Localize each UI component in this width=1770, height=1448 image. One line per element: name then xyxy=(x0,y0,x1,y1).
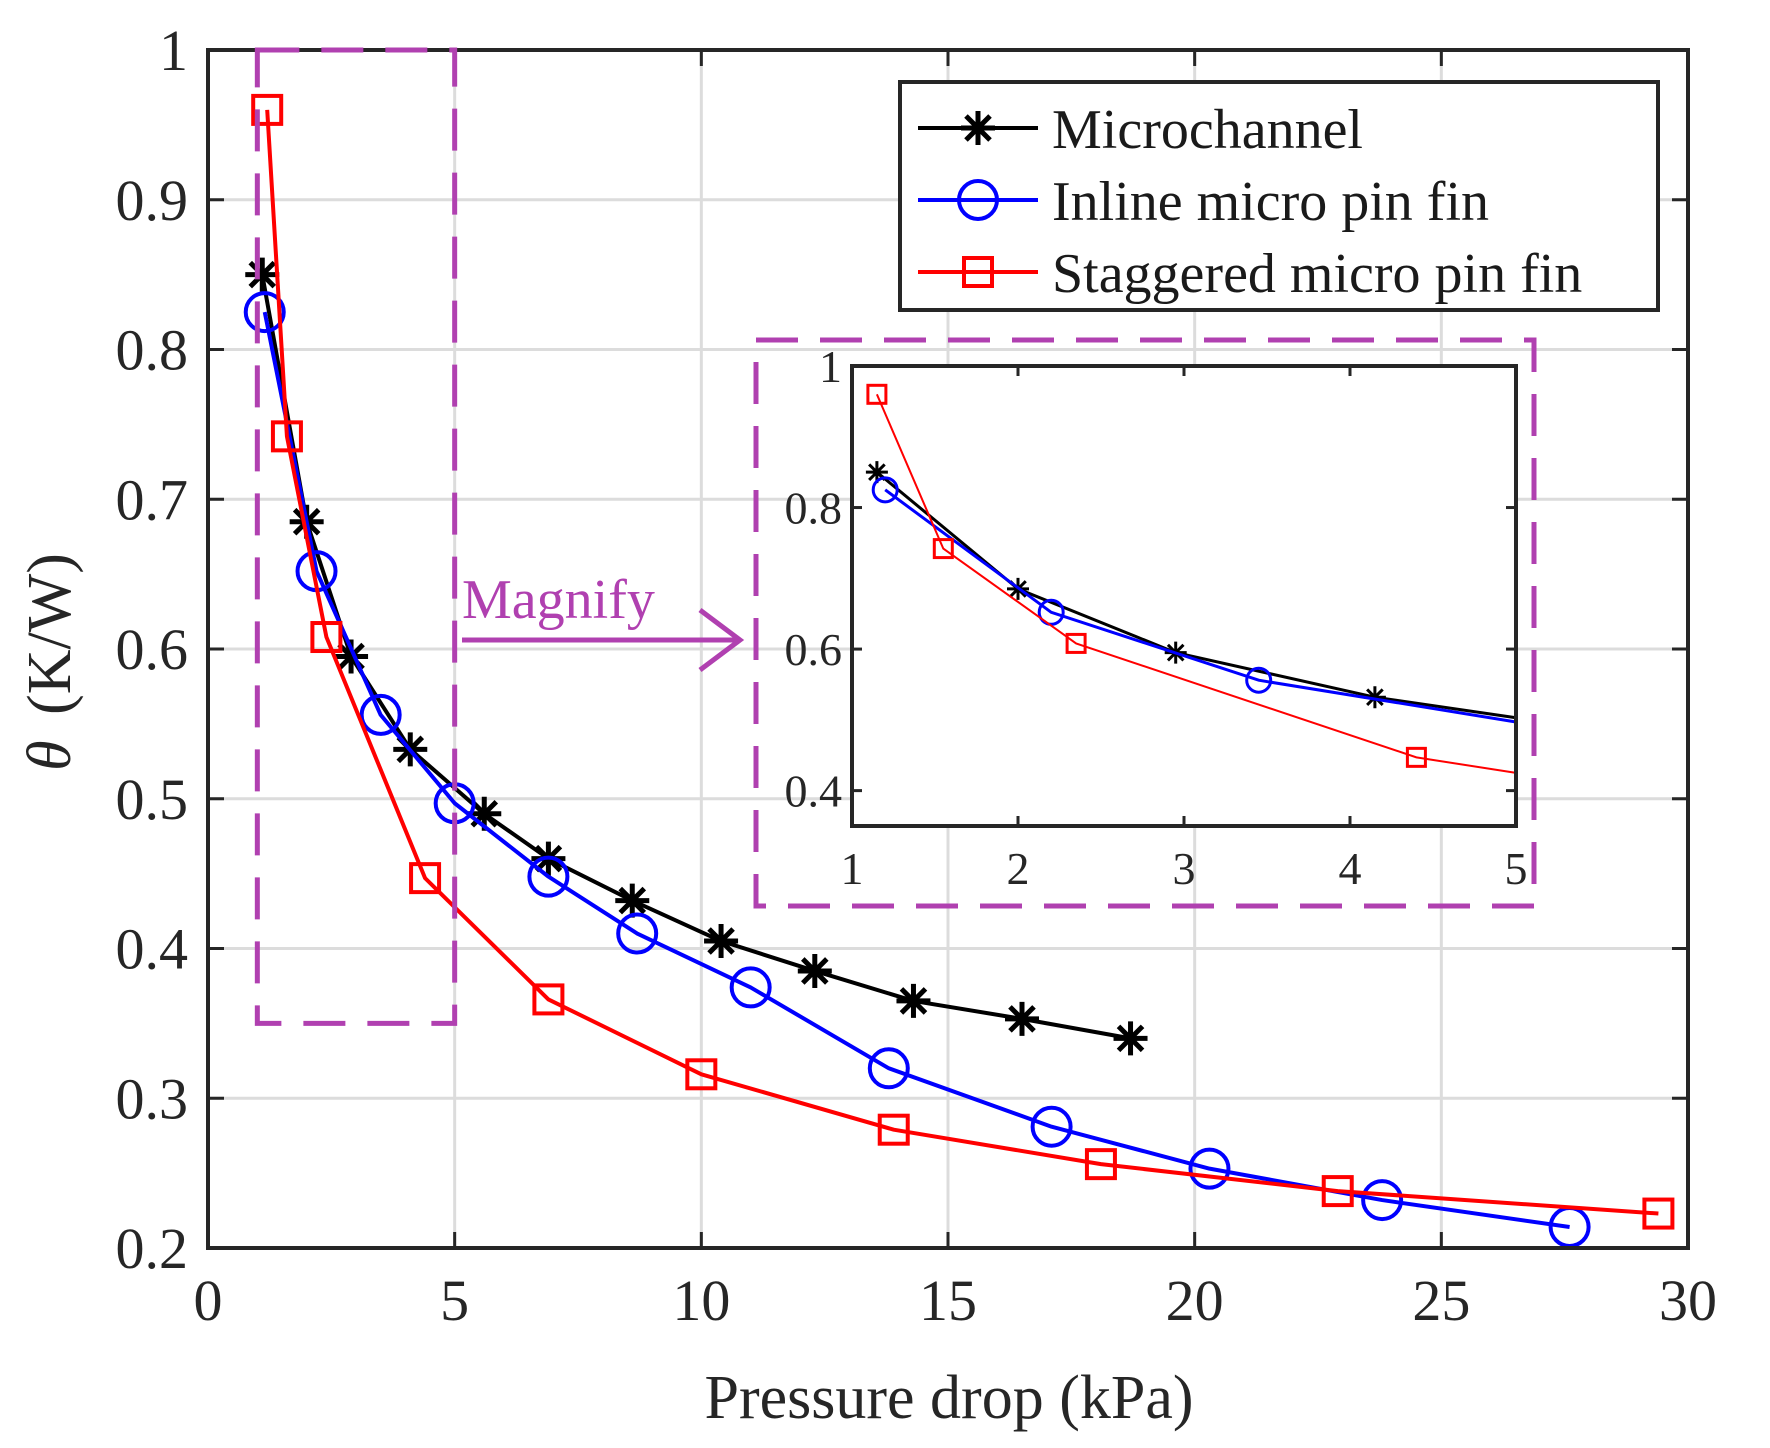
point-microchannel-10 xyxy=(1005,1001,1039,1036)
main-y-tick-label-8: 1 xyxy=(159,18,188,83)
point-inline-micro-pin-fin-10 xyxy=(1361,1179,1404,1222)
point-staggered-micro-pin-fin-9 xyxy=(1642,1197,1675,1230)
point-staggered-micro-pin-fin-6 xyxy=(877,1113,910,1146)
main-y-tick-label-6: 0.8 xyxy=(116,318,189,383)
inset-background xyxy=(852,366,1516,826)
legend-marker-microchannel xyxy=(961,111,995,145)
main-y-tick-label-2: 0.4 xyxy=(116,917,189,982)
inset-series-staggered-micro-pin-fin xyxy=(866,383,1517,774)
point-staggered-micro-pin-fin-2 xyxy=(310,621,343,654)
point-inline-micro-pin-fin-9 xyxy=(1188,1147,1231,1190)
main-x-tick-label-2: 10 xyxy=(672,1268,730,1333)
main-y-tick-label-7: 0.9 xyxy=(116,168,189,233)
series-line-inline-micro-pin-fin xyxy=(262,311,1570,1230)
series-inline-micro-pin-fin xyxy=(243,291,1591,1249)
main-x-tick-label-6: 30 xyxy=(1659,1268,1717,1333)
point-microchannel-6 xyxy=(615,883,650,918)
inset-line-staggered-micro-pin-fin xyxy=(875,393,1517,774)
point-microchannel-11 xyxy=(1113,1021,1148,1056)
point-staggered-micro-pin-fin-7 xyxy=(1084,1148,1117,1181)
legend-label-staggered-micro-pin-fin: Staggered micro pin fin xyxy=(1052,243,1582,305)
main-y-tick-label-0: 0.2 xyxy=(116,1216,189,1281)
legend-entry-inline-micro-pin-fin: Inline micro pin fin xyxy=(918,171,1489,233)
point-microchannel-0 xyxy=(245,257,280,292)
main-series-group xyxy=(243,93,1675,1249)
series-line-staggered-micro-pin-fin xyxy=(265,109,1659,1216)
point-microchannel-9 xyxy=(896,983,931,1018)
point-inline-micro-pin-fin-5 xyxy=(616,912,659,955)
point-microchannel-7 xyxy=(704,924,739,959)
main-y-tick-label-5: 0.7 xyxy=(116,467,189,532)
inset-x-tick-label-3: 4 xyxy=(1339,843,1362,894)
inset-point-inline-micro-pin-fin-0 xyxy=(871,476,899,504)
point-inline-micro-pin-fin-6 xyxy=(729,966,772,1009)
main-x-tick-label-1: 5 xyxy=(440,1268,469,1333)
point-inline-micro-pin-fin-2 xyxy=(359,693,402,736)
inset-x-tick-label-1: 2 xyxy=(1007,843,1030,894)
inset-line-inline-micro-pin-fin xyxy=(884,488,1517,724)
legend: Microchannel Inline micro pin fin Staggere… xyxy=(898,80,1660,312)
inset-series-group xyxy=(852,366,1517,826)
legend-marker-inline-micro-pin-fin xyxy=(957,179,999,221)
inset-point-inline-micro-pin-fin-1 xyxy=(1037,598,1065,626)
series-staggered-micro-pin-fin xyxy=(251,93,1675,1230)
inset-point-inline-micro-pin-fin-2 xyxy=(1245,666,1273,694)
inset-x-tick-label-2: 3 xyxy=(1173,843,1196,894)
point-staggered-micro-pin-fin-3 xyxy=(409,862,442,895)
main-x-tick-label-4: 20 xyxy=(1166,1268,1224,1333)
inset-point-microchannel-3 xyxy=(1363,686,1386,709)
point-staggered-micro-pin-fin-1 xyxy=(270,420,303,453)
point-inline-micro-pin-fin-0 xyxy=(243,291,286,334)
main-x-tick-label-5: 25 xyxy=(1412,1268,1470,1333)
legend-label-inline-micro-pin-fin: Inline micro pin fin xyxy=(1052,171,1489,233)
y-axis-label-unit: (K/W) xyxy=(16,553,84,715)
legend-entry-microchannel: Microchannel xyxy=(918,99,1363,161)
inset-axis-ticks: 1 2 3 4 5 0.4 0.6 0.8 1 xyxy=(785,341,1528,894)
inset-point-staggered-micro-pin-fin-1 xyxy=(932,538,954,560)
inset-point-staggered-micro-pin-fin-2 xyxy=(1065,632,1087,654)
main-y-tick-label-4: 0.6 xyxy=(116,617,189,682)
point-staggered-micro-pin-fin-8 xyxy=(1321,1175,1354,1208)
inset-point-staggered-micro-pin-fin-0 xyxy=(866,383,888,405)
point-inline-micro-pin-fin-4 xyxy=(527,855,570,898)
inset-y-tick-label-2: 0.8 xyxy=(785,483,843,534)
point-microchannel-4 xyxy=(467,796,502,831)
y-axis-label-symbol: θ xyxy=(16,740,84,770)
x-axis-label: Pressure drop (kPa) xyxy=(704,1364,1193,1432)
main-y-tick-label-3: 0.5 xyxy=(116,767,189,832)
inset-y-tick-label-3: 1 xyxy=(819,341,842,392)
legend-entry-staggered-micro-pin-fin: Staggered micro pin fin xyxy=(918,243,1582,305)
inset-point-staggered-micro-pin-fin-3 xyxy=(1405,746,1427,768)
point-staggered-micro-pin-fin-4 xyxy=(532,983,565,1016)
point-microchannel-2 xyxy=(334,639,369,674)
legend-marker-staggered-micro-pin-fin xyxy=(962,256,994,288)
inset-dashed-border xyxy=(753,337,1537,909)
magnify-region-box xyxy=(254,47,458,1026)
main-x-tick-label-3: 15 xyxy=(919,1268,977,1333)
inset-series-inline-micro-pin-fin xyxy=(871,476,1517,724)
magnify-annotation: Magnify xyxy=(462,569,655,631)
magnify-arrow xyxy=(462,608,745,672)
inset-y-tick-label-1: 0.6 xyxy=(785,624,843,675)
main-axis-ticks: 0 5 10 15 20 25 300.20.30.40.50.60.70.80.91 xyxy=(116,18,1718,1333)
inset-x-tick-label-4: 5 xyxy=(1505,843,1528,894)
point-staggered-micro-pin-fin-0 xyxy=(251,93,284,126)
main-y-tick-label-1: 0.3 xyxy=(116,1066,189,1131)
inset-x-tick-label-0: 1 xyxy=(841,843,864,894)
inset-y-tick-label-0: 0.4 xyxy=(785,766,843,817)
point-staggered-micro-pin-fin-5 xyxy=(685,1058,718,1091)
y-axis-label: θ (K/W) xyxy=(16,553,84,771)
main-x-tick-label-0: 0 xyxy=(194,1268,223,1333)
point-inline-micro-pin-fin-8 xyxy=(1030,1105,1073,1148)
point-inline-micro-pin-fin-7 xyxy=(867,1047,910,1090)
legend-label-microchannel: Microchannel xyxy=(1052,99,1363,161)
point-microchannel-8 xyxy=(797,953,832,988)
inset-point-microchannel-0 xyxy=(865,461,888,484)
